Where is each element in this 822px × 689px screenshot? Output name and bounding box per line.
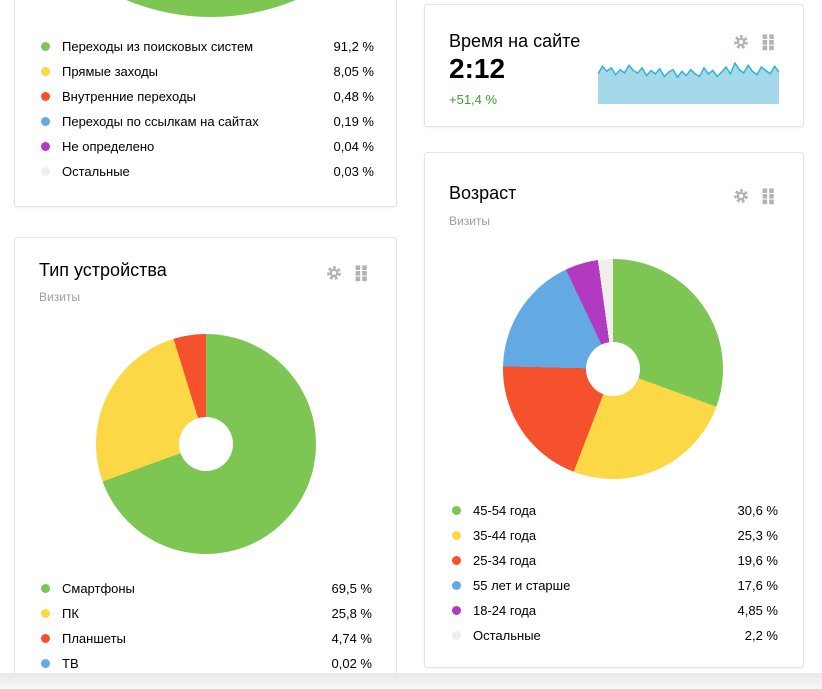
legend-dot-icon: [452, 581, 461, 590]
widget-subtitle: Визиты: [449, 214, 491, 228]
legend-dot-icon: [41, 609, 50, 618]
legend-item[interactable]: Переходы из поисковых систем 91,2 %: [41, 34, 374, 59]
legend-dot-icon: [452, 631, 461, 640]
legend-dot-icon: [41, 92, 50, 101]
time-on-site-sparkline: [597, 61, 780, 104]
legend-item[interactable]: 35-44 года 25,3 %: [452, 523, 778, 548]
settings-gear-icon[interactable]: [732, 187, 750, 205]
widget-title: Возраст: [449, 183, 517, 203]
donut-hole: [586, 342, 640, 396]
page-bottom-edge: [0, 673, 822, 689]
legend-dot-icon: [41, 67, 50, 76]
legend-value: 25,3 %: [737, 528, 778, 543]
legend-label: 18-24 года: [473, 603, 537, 618]
legend-label: 45-54 года: [473, 503, 537, 518]
legend-value: 0,03 %: [333, 164, 374, 179]
legend-label: Не определено: [62, 139, 155, 154]
legend-label: Остальные: [62, 164, 130, 179]
settings-gear-icon[interactable]: [325, 264, 343, 282]
legend-item[interactable]: ПК 25,8 %: [41, 601, 372, 626]
legend-label: ПК: [62, 606, 79, 621]
legend-item[interactable]: Переходы по ссылкам на сайтах 0,19 %: [41, 109, 374, 134]
drag-handle-icon[interactable]: [759, 33, 777, 51]
legend-label: Переходы из поисковых систем: [62, 39, 254, 54]
traffic-sources-legend: Переходы из поисковых систем 91,2 % Прямые…: [41, 34, 374, 184]
legend-item[interactable]: 18-24 года 4,85 %: [452, 598, 778, 623]
legend-value: 0,04 %: [333, 139, 374, 154]
legend-value: 19,6 %: [737, 553, 778, 568]
legend-value: 0,48 %: [333, 89, 374, 104]
legend-value: 2,2 %: [744, 628, 778, 643]
age-widget: Возраст Визиты 45-54 года 30,6 % 35-44 год…: [424, 152, 804, 668]
legend-dot-icon: [41, 167, 50, 176]
legend-item[interactable]: 55 лет и старше 17,6 %: [452, 573, 778, 598]
drag-handle-icon[interactable]: [352, 264, 370, 282]
legend-item[interactable]: Внутренние переходы 0,48 %: [41, 84, 374, 109]
traffic-sources-widget: Переходы из поисковых систем 91,2 % Прямые…: [14, 0, 397, 207]
legend-value: 30,6 %: [737, 503, 778, 518]
legend-item[interactable]: 45-54 года 30,6 %: [452, 498, 778, 523]
legend-label: 55 лет и старше: [473, 578, 571, 593]
legend-dot-icon: [41, 142, 50, 151]
age-donut-chart[interactable]: [503, 259, 723, 479]
legend-label: Внутренние переходы: [62, 89, 196, 104]
legend-value: 69,5 %: [331, 581, 372, 596]
legend-item[interactable]: Остальные 0,03 %: [41, 159, 374, 184]
legend-label: 35-44 года: [473, 528, 537, 543]
legend-item[interactable]: Прямые заходы 8,05 %: [41, 59, 374, 84]
legend-dot-icon: [452, 531, 461, 540]
legend-dot-icon: [41, 584, 50, 593]
settings-gear-icon[interactable]: [732, 33, 750, 51]
widget-title: Время на сайте: [449, 31, 581, 51]
legend-value: 0,02 %: [331, 656, 372, 671]
drag-handle-icon[interactable]: [759, 187, 777, 205]
widget-header-actions: [732, 187, 777, 205]
legend-label: 25-34 года: [473, 553, 537, 568]
legend-label: ТВ: [62, 656, 79, 671]
legend-value: 4,74 %: [331, 631, 372, 646]
legend-dot-icon: [41, 659, 50, 668]
legend-label: Остальные: [473, 628, 541, 643]
device-type-legend: Смартфоны 69,5 % ПК 25,8 % Планшеты 4,74 % ТВ 0…: [41, 576, 372, 676]
legend-label: Переходы по ссылкам на сайтах: [62, 114, 259, 129]
legend-label: Планшеты: [62, 631, 126, 646]
device-type-donut-chart[interactable]: [96, 334, 316, 554]
legend-dot-icon: [41, 117, 50, 126]
legend-item[interactable]: 25-34 года 19,6 %: [452, 548, 778, 573]
legend-item[interactable]: Не определено 0,04 %: [41, 134, 374, 159]
legend-label: Прямые заходы: [62, 64, 159, 79]
legend-value: 17,6 %: [737, 578, 778, 593]
legend-value: 8,05 %: [333, 64, 374, 79]
device-type-widget: Тип устройства Визиты Смартфоны 69,5 % ПК 2…: [14, 237, 397, 689]
legend-label: Смартфоны: [62, 581, 135, 596]
legend-dot-icon: [41, 42, 50, 51]
widget-title: Тип устройства: [39, 260, 167, 280]
legend-dot-icon: [452, 506, 461, 515]
time-on-site-widget: Время на сайте 2:12 +51,4 %: [424, 4, 804, 127]
widget-header-actions: [732, 33, 777, 51]
legend-value: 0,19 %: [333, 114, 374, 129]
legend-item[interactable]: ТВ 0,02 %: [41, 651, 372, 676]
widget-header-actions: [325, 264, 370, 282]
legend-dot-icon: [452, 606, 461, 615]
legend-value: 4,85 %: [737, 603, 778, 618]
legend-dot-icon: [452, 556, 461, 565]
age-legend: 45-54 года 30,6 % 35-44 года 25,3 % 25-34 го…: [452, 498, 778, 648]
traffic-sources-donut-chart[interactable]: [15, 0, 396, 17]
widget-subtitle: Визиты: [39, 290, 81, 304]
donut-hole: [179, 417, 233, 471]
time-on-site-value: 2:12: [449, 53, 506, 84]
legend-item[interactable]: Планшеты 4,74 %: [41, 626, 372, 651]
legend-item[interactable]: Остальные 2,2 %: [452, 623, 778, 648]
legend-value: 25,8 %: [331, 606, 372, 621]
time-change: +51,4 %: [449, 92, 498, 107]
legend-value: 91,2 %: [333, 39, 374, 54]
legend-dot-icon: [41, 634, 50, 643]
legend-item[interactable]: Смартфоны 69,5 %: [41, 576, 372, 601]
